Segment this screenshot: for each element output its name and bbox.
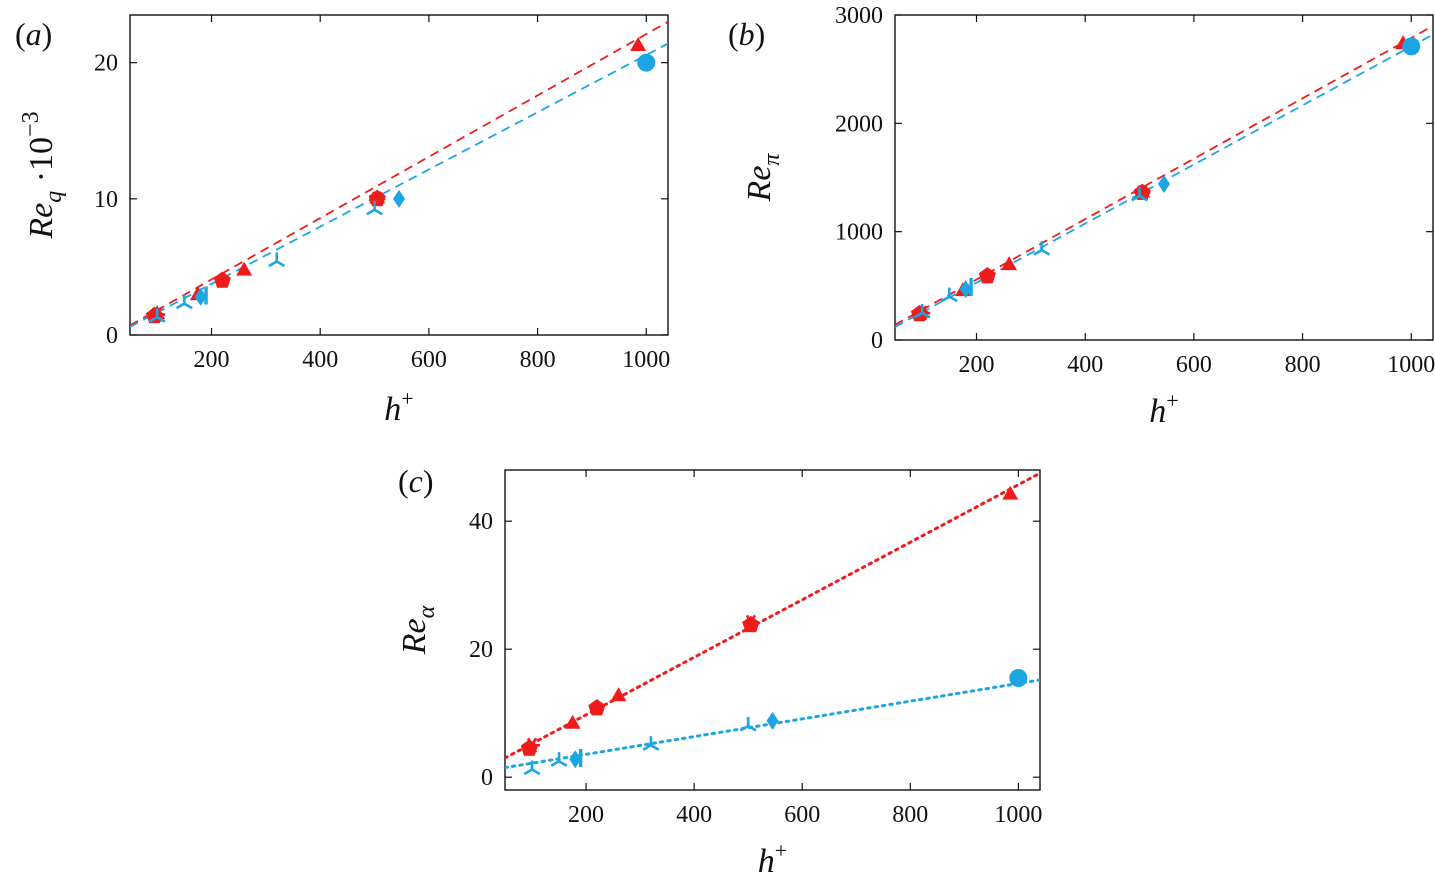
marker-blue-diamond: [766, 711, 779, 730]
marker-blue-tri: [148, 308, 166, 323]
y-tick-label: 3000: [835, 3, 883, 29]
marker-red-asterisk: [524, 737, 541, 753]
marker-blue-tri: [913, 303, 931, 319]
panel-label: (b): [728, 16, 765, 52]
x-tick-label: 600: [784, 802, 820, 828]
y-tick-label: 10: [94, 187, 118, 213]
panel-label: (c): [398, 463, 434, 499]
x-tick-label: 400: [302, 347, 338, 373]
y-axis-label: Reα: [396, 605, 440, 655]
marker-blue-circle: [637, 53, 656, 72]
marker-red-pentagon: [213, 271, 231, 288]
x-tick-label: 600: [1176, 352, 1212, 378]
marker-blue-tri: [175, 294, 193, 310]
marker-red-triangle: [1002, 485, 1019, 500]
marker-red-pentagon: [978, 267, 996, 284]
plot-frame: [504, 469, 1041, 791]
plot-frame: [894, 14, 1434, 341]
marker-red-triangle: [630, 36, 647, 51]
x-axis-label: h+: [1149, 388, 1178, 430]
marker-blue-tri: [1033, 241, 1051, 256]
x-axis-label: h+: [384, 386, 413, 428]
marker-blue-tri: [550, 752, 568, 767]
x-tick-label: 800: [1285, 352, 1321, 378]
marker-blue-circle: [1402, 37, 1421, 56]
fit-line-blue: [130, 42, 668, 328]
x-tick-label: 400: [1067, 352, 1103, 378]
y-tick-label: 20: [469, 637, 493, 663]
panel-1: 200 400 600 800 1000 0 1000 2000 3000 (b) h+ Reπ: [728, 3, 1435, 430]
marker-blue-bar: [573, 749, 583, 767]
x-tick-label: 200: [194, 347, 230, 373]
y-tick-label: 2000: [835, 111, 883, 137]
y-axis-label: Req ·10−3: [18, 111, 67, 239]
x-tick-label: 400: [676, 802, 712, 828]
panel-0: 200 400 600 800 1000 0 10 20 (a) h+ Req ·10−3: [15, 14, 670, 428]
plot-frame: [129, 14, 669, 336]
y-tick-label: 0: [106, 323, 118, 349]
marker-blue-diamond: [959, 280, 972, 299]
x-tick-label: 200: [959, 352, 995, 378]
x-tick-label: 800: [520, 347, 556, 373]
y-tick-label: 0: [871, 328, 883, 354]
marker-blue-tri: [739, 717, 757, 732]
y-axis-label: Reπ: [741, 153, 785, 203]
marker-blue-diamond: [393, 189, 405, 208]
marker-red-triangle: [236, 261, 253, 276]
marker-blue-tri: [642, 736, 660, 751]
marker-blue-tri: [366, 200, 383, 216]
marker-blue-bar: [964, 277, 973, 296]
marker-blue-diamond: [1158, 175, 1170, 193]
panel-2: 200 400 600 800 1000 0 20 40 (c) h+ Reα: [396, 463, 1042, 880]
y-tick-label: 0: [481, 765, 493, 791]
marker-blue-tri: [940, 287, 958, 303]
x-tick-label: 800: [892, 802, 928, 828]
marker-blue-bar: [199, 286, 208, 305]
marker-red-triangle: [1001, 256, 1018, 271]
marker-red-pentagon: [588, 699, 606, 716]
marker-red-asterisk: [742, 614, 759, 630]
marker-blue-tri: [268, 252, 286, 268]
fit-line-red: [130, 21, 668, 327]
marker-red-triangle: [564, 714, 581, 729]
panel-label: (a): [15, 16, 52, 52]
marker-blue-circle: [1009, 669, 1028, 687]
x-tick-label: 200: [568, 802, 604, 828]
x-tick-label: 1000: [622, 347, 670, 373]
x-tick-label: 600: [411, 347, 447, 373]
x-tick-label: 1000: [1387, 352, 1435, 378]
marker-blue-tri: [1131, 186, 1148, 202]
marker-red-triangle: [610, 687, 627, 702]
x-tick-label: 1000: [994, 802, 1042, 828]
marker-blue-diamond: [194, 287, 207, 306]
marker-blue-tri: [523, 760, 541, 776]
y-tick-label: 20: [94, 51, 118, 77]
y-tick-label: 1000: [835, 220, 883, 246]
y-tick-label: 40: [469, 509, 493, 535]
x-axis-label: h+: [758, 838, 787, 880]
